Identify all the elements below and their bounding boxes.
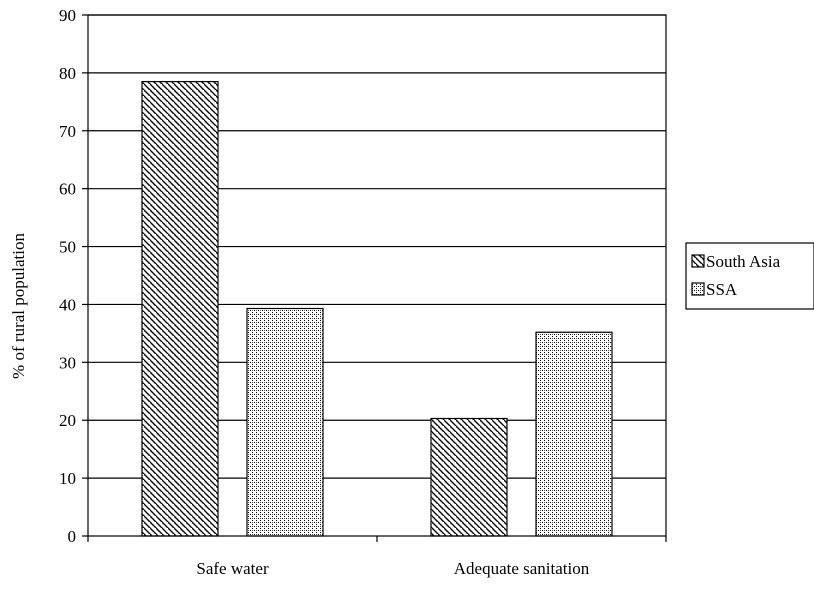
legend-label: South Asia xyxy=(706,252,781,271)
y-tick-label: 0 xyxy=(68,527,77,546)
bar-south-asia-adequate-sanitation xyxy=(430,417,508,537)
y-tick-label: 80 xyxy=(59,64,76,83)
y-tick-label: 90 xyxy=(59,6,76,25)
bars xyxy=(141,80,613,537)
axes xyxy=(82,14,667,542)
y-axis-title: % of rural population xyxy=(9,233,28,379)
y-tick-label: 50 xyxy=(59,238,76,257)
x-category-label: Safe water xyxy=(196,559,269,578)
legend: South Asia SSA xyxy=(685,242,814,310)
y-tick-label: 30 xyxy=(59,353,76,372)
y-tick-label: 10 xyxy=(59,469,76,488)
legend-swatch xyxy=(691,254,705,268)
y-tick-label: 40 xyxy=(59,295,76,314)
y-tick-label: 70 xyxy=(59,122,76,141)
tick-labels: 0 10 20 30 40 50 60 70 80 90 Safe water Adequate sa… xyxy=(59,6,590,578)
bar-south-asia-safe-water xyxy=(141,80,219,537)
y-tick-label: 20 xyxy=(59,411,76,430)
legend-label: SSA xyxy=(706,280,738,299)
y-tick-label: 60 xyxy=(59,180,76,199)
legend-box xyxy=(685,242,814,310)
legend-swatch xyxy=(691,282,705,296)
x-category-label: Adequate sanitation xyxy=(454,559,590,578)
bar-ssa-safe-water xyxy=(246,307,324,537)
bar-ssa-adequate-sanitation xyxy=(535,331,613,537)
